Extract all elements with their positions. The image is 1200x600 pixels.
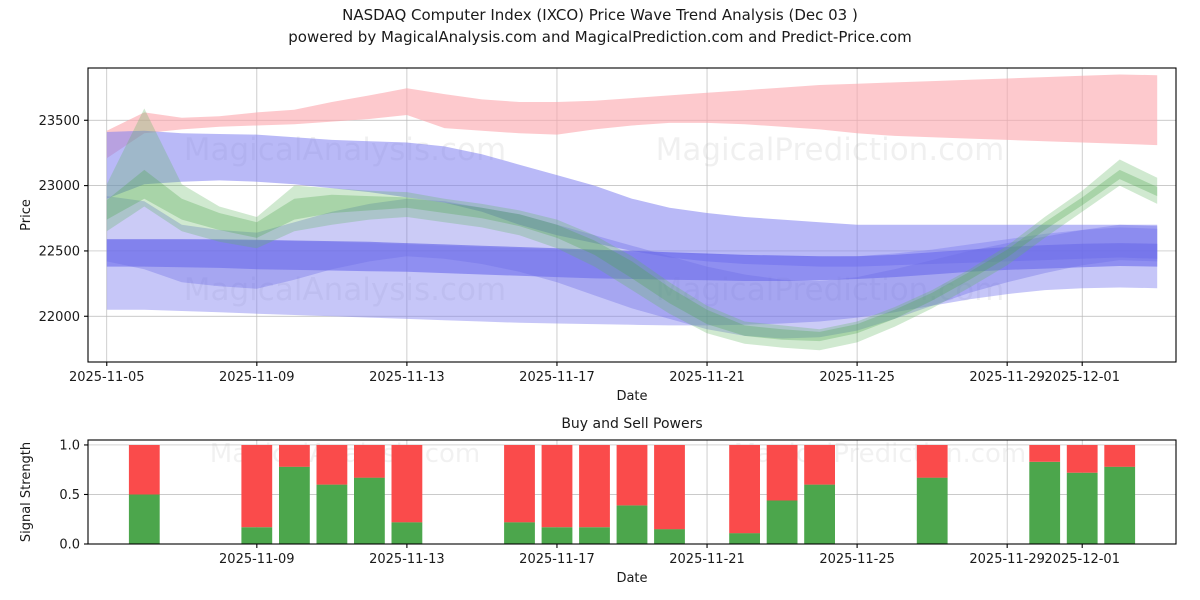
bars-ytick-label-2: 1.0 <box>59 438 80 453</box>
price-band-wave-band-blue-mid <box>106 196 1158 339</box>
bars-xlabel: Date <box>616 571 647 586</box>
bar-buy-power-7[interactable] <box>354 477 385 544</box>
bar-buy-power-17[interactable] <box>729 533 760 544</box>
price-band-support-band-blue-light <box>106 227 1158 326</box>
bar-buy-power-12[interactable] <box>541 527 573 544</box>
watermark-main-left-bottom: MagicalAnalysis.com <box>184 272 506 308</box>
bars-xtick-label-5: 2025-11-29 <box>969 552 1045 567</box>
bars-xtick-label-2: 2025-11-17 <box>519 552 595 567</box>
bar-buy-power-13[interactable] <box>579 527 610 544</box>
bar-sell-power-8[interactable] <box>391 445 423 523</box>
bar-sell-power-4[interactable] <box>241 445 273 528</box>
price-band-mid-band-blue-dark <box>106 239 1158 281</box>
bar-buy-power-25[interactable] <box>1029 461 1061 544</box>
bar-sell-power-6[interactable] <box>316 445 348 485</box>
bar-buy-power-6[interactable] <box>316 484 348 544</box>
bar-sell-power-7[interactable] <box>354 445 385 478</box>
bar-buy-power-18[interactable] <box>766 500 798 544</box>
bar-buy-power-27[interactable] <box>1104 466 1136 544</box>
bar-buy-power-14[interactable] <box>616 505 648 544</box>
price-band-resistance-band-red <box>106 74 1158 159</box>
bar-sell-power-25[interactable] <box>1029 445 1061 462</box>
bar-sell-power-1[interactable] <box>128 445 160 495</box>
bars-subplot-title: Buy and Sell Powers <box>561 416 702 432</box>
bars-ytick-label-1: 0.5 <box>59 488 80 503</box>
bars-ylabel: Signal Strength <box>19 442 34 542</box>
title-line-1: NASDAQ Computer Index (IXCO) Price Wave … <box>342 6 858 24</box>
bar-sell-power-19[interactable] <box>804 445 835 485</box>
main-ylabel: Price <box>19 199 34 231</box>
bar-sell-power-12[interactable] <box>541 445 573 528</box>
bar-buy-power-11[interactable] <box>504 522 535 544</box>
main-ytick-label-0: 22000 <box>39 310 80 325</box>
main-xtick-label-3: 2025-11-17 <box>519 370 595 385</box>
bars-xtick-label-6: 2025-12-01 <box>1044 552 1120 567</box>
main-xtick-label-4: 2025-11-21 <box>669 370 745 385</box>
bars-xtick-label-4: 2025-11-25 <box>819 552 895 567</box>
bars-axes-frame <box>87 439 1177 545</box>
figure-title: NASDAQ Computer Index (IXCO) Price Wave … <box>0 4 1200 48</box>
bar-buy-power-4[interactable] <box>241 527 273 544</box>
bar-sell-power-14[interactable] <box>616 445 648 506</box>
bar-buy-power-26[interactable] <box>1066 472 1098 544</box>
main-ytick-label-3: 23500 <box>39 114 80 129</box>
bars-xtick-label-1: 2025-11-13 <box>369 552 445 567</box>
bar-sell-power-27[interactable] <box>1104 445 1136 467</box>
bars-ytick-label-0: 0.0 <box>59 538 80 553</box>
bar-sell-power-26[interactable] <box>1066 445 1098 473</box>
main-ytick-label-1: 22500 <box>39 244 80 259</box>
bar-sell-power-5[interactable] <box>279 445 310 467</box>
main-xlabel: Date <box>616 389 647 404</box>
bar-sell-power-15[interactable] <box>654 445 685 530</box>
bar-buy-power-15[interactable] <box>654 529 685 544</box>
bar-buy-power-5[interactable] <box>279 466 310 544</box>
bar-sell-power-11[interactable] <box>504 445 535 523</box>
main-xtick-label-2: 2025-11-13 <box>369 370 445 385</box>
main-xtick-label-1: 2025-11-09 <box>219 370 295 385</box>
bar-sell-power-17[interactable] <box>729 445 760 534</box>
price-band-upper-trend-band-blue <box>106 130 1158 267</box>
main-xtick-label-6: 2025-11-29 <box>969 370 1045 385</box>
bar-sell-power-18[interactable] <box>766 445 798 501</box>
bar-sell-power-13[interactable] <box>579 445 610 528</box>
main-xtick-label-0: 2025-11-05 <box>69 370 145 385</box>
bar-buy-power-19[interactable] <box>804 484 835 544</box>
bar-buy-power-8[interactable] <box>391 522 423 544</box>
main-axes-frame <box>87 67 1177 363</box>
bar-buy-power-1[interactable] <box>128 494 160 545</box>
main-xtick-label-7: 2025-12-01 <box>1044 370 1120 385</box>
bar-buy-power-22[interactable] <box>916 477 948 544</box>
bars-xtick-label-3: 2025-11-21 <box>669 552 745 567</box>
title-line-2: powered by MagicalAnalysis.com and Magic… <box>288 28 912 46</box>
bar-sell-power-22[interactable] <box>916 445 948 478</box>
watermark-main-right-top: MagicalPrediction.com <box>656 132 1005 168</box>
main-xtick-label-5: 2025-11-25 <box>819 370 895 385</box>
main-ytick-label-2: 23000 <box>39 179 80 194</box>
bars-xtick-label-0: 2025-11-09 <box>219 552 295 567</box>
